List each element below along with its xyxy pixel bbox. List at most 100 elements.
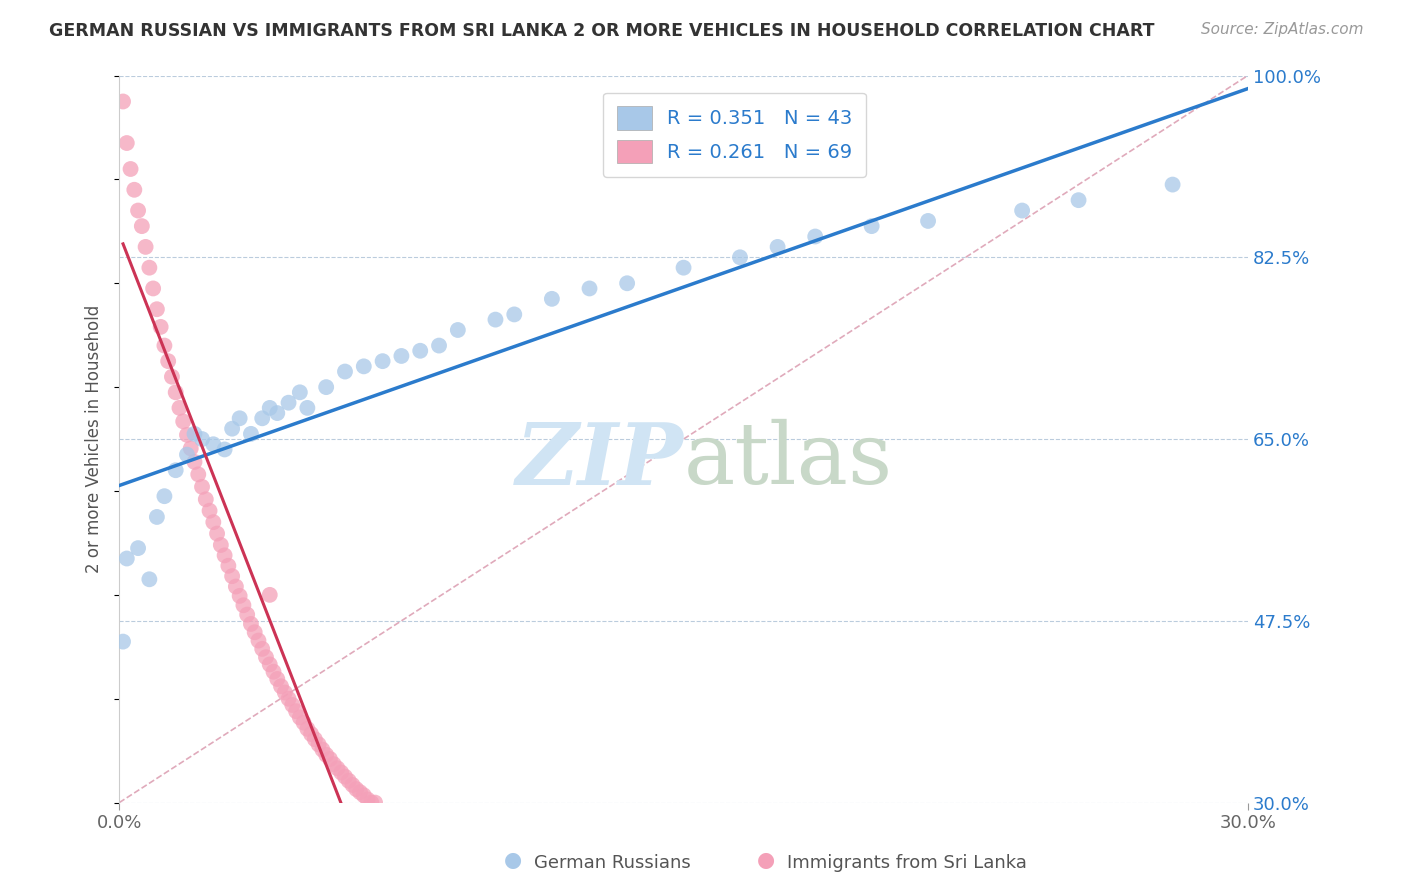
Point — [860, 219, 883, 234]
Point — [146, 302, 169, 317]
Point — [360, 796, 382, 810]
Point — [252, 641, 274, 656]
Point — [288, 385, 311, 400]
Point — [157, 354, 180, 368]
Point — [297, 722, 319, 736]
Point — [198, 504, 221, 518]
Point — [337, 773, 360, 788]
Point — [254, 650, 277, 665]
Point — [153, 489, 176, 503]
Point — [364, 796, 387, 810]
Point — [135, 240, 157, 254]
Point — [333, 365, 356, 379]
Legend: R = 0.351   N = 43, R = 0.261   N = 69: R = 0.351 N = 43, R = 0.261 N = 69 — [603, 93, 866, 177]
Point — [176, 448, 198, 462]
Point — [541, 292, 564, 306]
Point — [1011, 203, 1033, 218]
Point — [371, 354, 394, 368]
Point — [183, 455, 205, 469]
Point — [266, 406, 288, 420]
Point — [221, 422, 243, 436]
Point — [153, 338, 176, 352]
Point — [503, 307, 526, 321]
Point — [263, 665, 285, 679]
Point — [169, 401, 191, 415]
Point — [484, 312, 506, 326]
Point — [311, 742, 333, 756]
Point — [187, 467, 209, 482]
Point — [281, 698, 304, 712]
Point — [232, 599, 254, 613]
Point — [180, 442, 202, 456]
Point — [205, 526, 228, 541]
Point — [766, 240, 789, 254]
Text: GERMAN RUSSIAN VS IMMIGRANTS FROM SRI LANKA 2 OR MORE VEHICLES IN HOUSEHOLD CORR: GERMAN RUSSIAN VS IMMIGRANTS FROM SRI LA… — [49, 22, 1154, 40]
Point — [228, 589, 250, 603]
Point — [288, 710, 311, 724]
Point — [259, 401, 281, 415]
Point — [120, 161, 142, 176]
Y-axis label: 2 or more Vehicles in Household: 2 or more Vehicles in Household — [86, 305, 103, 574]
Point — [344, 782, 367, 797]
Point — [149, 319, 172, 334]
Point — [315, 747, 337, 762]
Point — [315, 380, 337, 394]
Point — [160, 369, 183, 384]
Point — [319, 752, 342, 766]
Point — [176, 428, 198, 442]
Point — [297, 401, 319, 415]
Point — [330, 765, 353, 780]
Point — [202, 437, 225, 451]
Point — [1161, 178, 1184, 192]
Point — [194, 492, 217, 507]
Point — [259, 657, 281, 672]
Point — [804, 229, 827, 244]
Point — [124, 183, 146, 197]
Point — [214, 549, 236, 563]
Point — [247, 633, 270, 648]
Point — [112, 634, 135, 648]
Point — [138, 260, 160, 275]
Point — [225, 580, 247, 594]
Point — [409, 343, 432, 358]
Point — [277, 395, 299, 409]
Point — [274, 685, 297, 699]
Point — [214, 442, 236, 457]
Point — [138, 572, 160, 586]
Point — [131, 219, 153, 234]
Point — [1067, 193, 1090, 207]
Point — [917, 214, 939, 228]
Text: Source: ZipAtlas.com: Source: ZipAtlas.com — [1201, 22, 1364, 37]
Point — [172, 414, 194, 428]
Point — [353, 789, 375, 803]
Point — [308, 738, 330, 752]
Point — [202, 515, 225, 529]
Point — [299, 727, 322, 741]
Point — [191, 432, 214, 446]
Point — [322, 757, 344, 772]
Point — [728, 250, 751, 264]
Point — [236, 607, 259, 622]
Point — [252, 411, 274, 425]
Text: Immigrants from Sri Lanka: Immigrants from Sri Lanka — [787, 855, 1028, 872]
Point — [221, 569, 243, 583]
Point — [326, 761, 349, 775]
Point — [243, 625, 266, 640]
Point — [447, 323, 470, 337]
Point — [191, 480, 214, 494]
Point — [356, 792, 378, 806]
Point — [292, 715, 315, 730]
Point — [333, 770, 356, 784]
Point — [228, 411, 250, 425]
Point — [127, 203, 149, 218]
Point — [427, 338, 450, 352]
Point — [217, 558, 239, 573]
Point — [115, 551, 138, 566]
Point — [209, 538, 232, 552]
Point — [239, 426, 262, 441]
Point — [146, 510, 169, 524]
Point — [183, 426, 205, 441]
Point — [285, 704, 308, 718]
Point — [165, 385, 187, 400]
Point — [270, 679, 292, 693]
